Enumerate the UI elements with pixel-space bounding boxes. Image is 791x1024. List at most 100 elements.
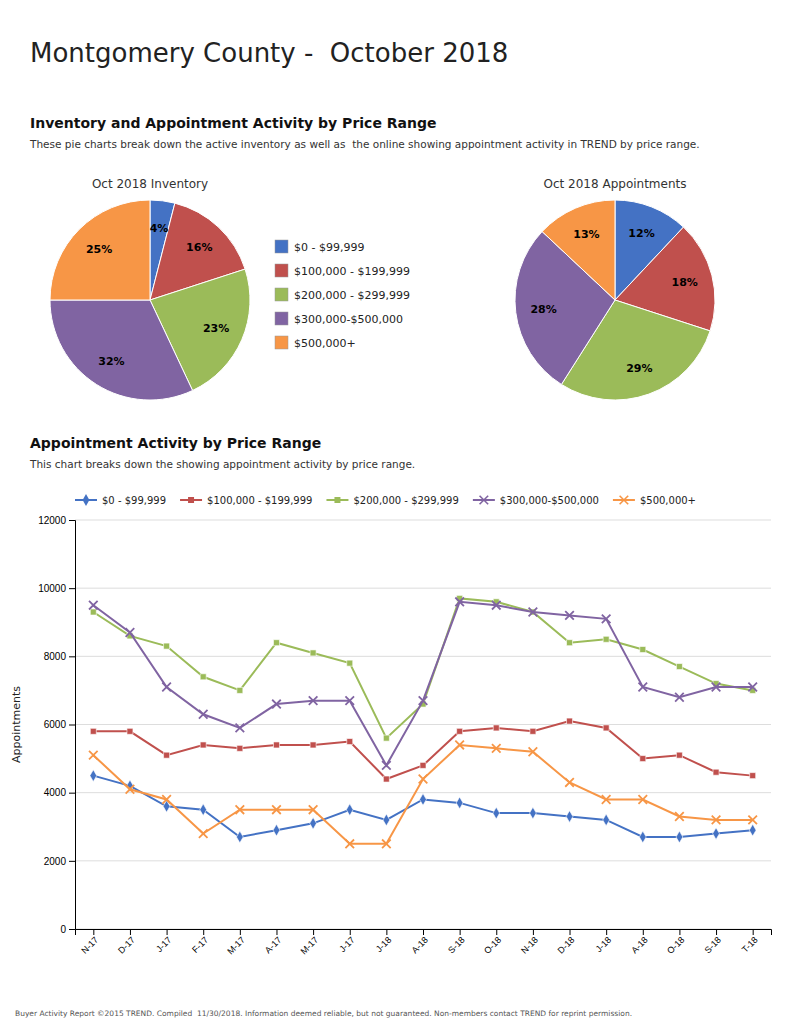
tick-mark xyxy=(570,929,571,935)
point-marker xyxy=(529,747,538,756)
x-axis: N-17D-17J-17F-17M-17A-17M-17J-17J-18A-18… xyxy=(76,929,772,956)
point-marker xyxy=(200,804,207,816)
point-marker xyxy=(309,696,318,705)
point-marker xyxy=(638,683,647,692)
point-marker xyxy=(199,829,208,838)
tick-label: O-18 xyxy=(665,935,686,956)
x-tick: O-18 xyxy=(482,929,503,956)
pie-chart: Oct 2018 Inventory4%16%23%32%25% xyxy=(50,177,250,400)
tick-label: 2000 xyxy=(44,856,67,867)
point-marker xyxy=(273,824,280,836)
tick-mark xyxy=(643,929,644,935)
slices xyxy=(515,200,715,400)
tick-label: F-17 xyxy=(190,935,210,955)
pie-chart: Oct 2018 Appointments12%18%29%28%13% xyxy=(515,177,715,400)
tick-label: 8000 xyxy=(44,651,67,662)
tick-label: O-18 xyxy=(482,935,503,956)
data-label: 13% xyxy=(573,228,599,241)
legend-swatch xyxy=(275,264,288,277)
legend-swatch xyxy=(275,312,288,325)
tick-mark xyxy=(679,929,680,935)
tick-mark xyxy=(69,725,75,726)
section-title: Inventory and Appointment Activity by Pr… xyxy=(30,115,436,131)
legend-item: $100,000 - $199,999 xyxy=(180,495,312,506)
tick-mark xyxy=(130,929,131,935)
legend-swatch xyxy=(275,288,288,301)
grid-line xyxy=(75,724,771,725)
legend-item: $300,000-$500,000 xyxy=(275,312,403,326)
data-label: 18% xyxy=(672,276,698,289)
pie-slice xyxy=(50,300,193,400)
legend-label: $500,000+ xyxy=(640,495,696,506)
x-tick: F-17 xyxy=(190,929,210,955)
y-tick: 10000 xyxy=(38,583,75,594)
point-marker xyxy=(566,811,573,823)
legend-item: $200,000 - $299,999 xyxy=(326,495,458,506)
legend-label: $0 - $99,999 xyxy=(102,495,166,506)
point-marker xyxy=(529,807,536,819)
x-tick: A-18 xyxy=(629,929,650,955)
point-marker xyxy=(529,608,538,617)
legend-item: $200,000 - $299,999 xyxy=(275,288,410,302)
point-marker xyxy=(640,647,646,653)
tick-label: 4000 xyxy=(44,787,67,798)
point-marker xyxy=(675,812,684,821)
point-marker xyxy=(676,831,683,843)
point-marker xyxy=(639,831,646,843)
tick-mark xyxy=(69,588,75,589)
point-marker xyxy=(675,693,684,702)
tick-label: D-17 xyxy=(116,935,137,956)
point-marker xyxy=(383,776,389,782)
tick-label: M-17 xyxy=(225,935,247,957)
page-title: Montgomery County - October 2018 xyxy=(30,38,508,68)
point-marker xyxy=(420,762,426,768)
tick-mark xyxy=(533,929,534,935)
point-marker xyxy=(565,611,574,620)
legend-item: $300,000-$500,000 xyxy=(473,495,599,506)
series xyxy=(90,595,755,741)
x-tick: J-17 xyxy=(154,929,173,954)
y-axis: 020004000600080001000012000 xyxy=(38,515,75,935)
series-line xyxy=(93,602,752,766)
series-line xyxy=(93,776,752,837)
tick-label: J-17 xyxy=(154,935,173,954)
y-tick: 4000 xyxy=(44,787,75,798)
point-marker xyxy=(565,778,574,787)
point-marker xyxy=(713,828,720,840)
x-tick: A-18 xyxy=(409,929,430,955)
x-tick: M-17 xyxy=(299,929,321,956)
tick-mark xyxy=(69,520,75,521)
data-label: 12% xyxy=(628,227,654,240)
x-tick: S-18 xyxy=(446,929,467,955)
point-marker xyxy=(162,683,171,692)
series xyxy=(89,597,757,769)
point-marker xyxy=(455,597,464,606)
tick-label: J-18 xyxy=(374,935,393,954)
point-marker xyxy=(273,742,279,748)
point-marker xyxy=(493,725,499,731)
pie-title: Oct 2018 Inventory xyxy=(92,177,208,191)
tick-label: 12000 xyxy=(38,515,66,526)
point-marker xyxy=(200,674,206,680)
point-marker xyxy=(126,628,135,637)
point-marker xyxy=(750,773,756,779)
legend-marker xyxy=(188,497,194,503)
tick-mark xyxy=(69,793,75,794)
tick-label: A-18 xyxy=(409,935,430,956)
point-marker xyxy=(603,725,609,731)
series xyxy=(90,718,755,782)
line-chart: 020004000600080001000012000N-17D-17J-17F… xyxy=(10,515,772,957)
tick-label: N-18 xyxy=(519,935,540,956)
data-label: 32% xyxy=(98,355,124,368)
tick-mark xyxy=(203,929,204,935)
point-marker xyxy=(309,805,318,814)
point-marker xyxy=(640,756,646,762)
legend-label: $300,000-$500,000 xyxy=(294,313,403,326)
legend-item: $500,000+ xyxy=(613,495,696,506)
tick-label: M-17 xyxy=(299,935,321,957)
x-tick: T-18 xyxy=(740,929,760,955)
tick-label: J-18 xyxy=(594,935,613,954)
tick-label: S-18 xyxy=(446,935,467,956)
legend-item: $500,000+ xyxy=(275,336,356,350)
x-tick: J-18 xyxy=(594,929,613,954)
